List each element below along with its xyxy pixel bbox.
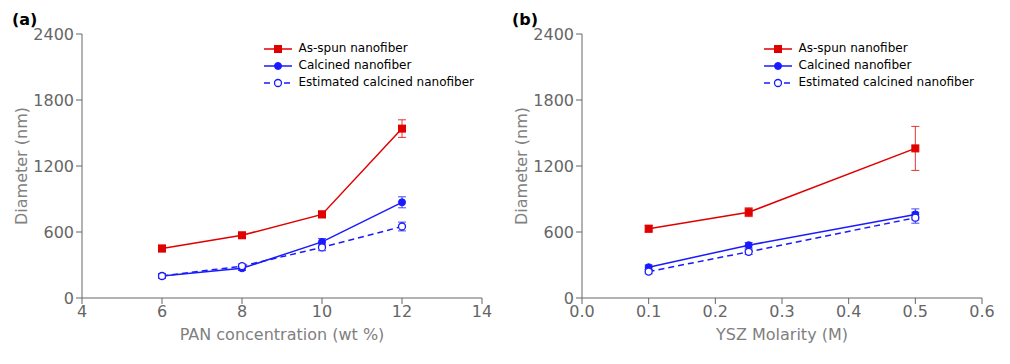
html-text:As-spun nanofiber: As-spun nanofiber	[798, 41, 908, 55]
svg-text:1200: 1200	[33, 157, 74, 176]
html-text:Calcined nanofiber: Calcined nanofiber	[298, 58, 412, 72]
svg-text:PAN concentration (wt %): PAN concentration (wt %)	[180, 325, 385, 344]
svg-text:10: 10	[312, 302, 332, 321]
svg-text:2400: 2400	[533, 25, 574, 44]
svg-text:0.6: 0.6	[969, 302, 994, 321]
svg-text:Diameter (nm): Diameter (nm)	[12, 107, 31, 225]
svg-text:0: 0	[64, 289, 74, 308]
svg-text:600: 600	[43, 223, 74, 242]
html-text:(b): (b)	[512, 10, 539, 29]
svg-text:14: 14	[472, 302, 492, 321]
html-text:(a): (a)	[12, 10, 38, 29]
svg-text:8: 8	[237, 302, 247, 321]
html-text:As-spun nanofiber: As-spun nanofiber	[298, 41, 408, 55]
svg-text:12: 12	[392, 302, 412, 321]
svg-text:0.1: 0.1	[636, 302, 661, 321]
svg-text:0.2: 0.2	[703, 302, 728, 321]
svg-text:0.3: 0.3	[769, 302, 794, 321]
svg-text:2400: 2400	[33, 25, 74, 44]
svg-text:YSZ Molarity (M): YSZ Molarity (M)	[715, 325, 848, 344]
html-text:Estimated calcined nanofiber: Estimated calcined nanofiber	[798, 75, 974, 89]
svg-text:1800: 1800	[33, 91, 74, 110]
svg-text:0.5: 0.5	[903, 302, 928, 321]
html-text:Estimated calcined nanofiber: Estimated calcined nanofiber	[298, 75, 474, 89]
svg-text:0.4: 0.4	[836, 302, 861, 321]
html-text:Calcined nanofiber: Calcined nanofiber	[798, 58, 912, 72]
svg-text:6: 6	[157, 302, 167, 321]
svg-text:1200: 1200	[533, 157, 574, 176]
svg-text:0: 0	[564, 289, 574, 308]
svg-text:600: 600	[543, 223, 574, 242]
svg-text:Diameter (nm): Diameter (nm)	[512, 107, 531, 225]
svg-text:1800: 1800	[533, 91, 574, 110]
svg-text:0.0: 0.0	[569, 302, 595, 322]
svg-text:4: 4	[77, 302, 87, 321]
